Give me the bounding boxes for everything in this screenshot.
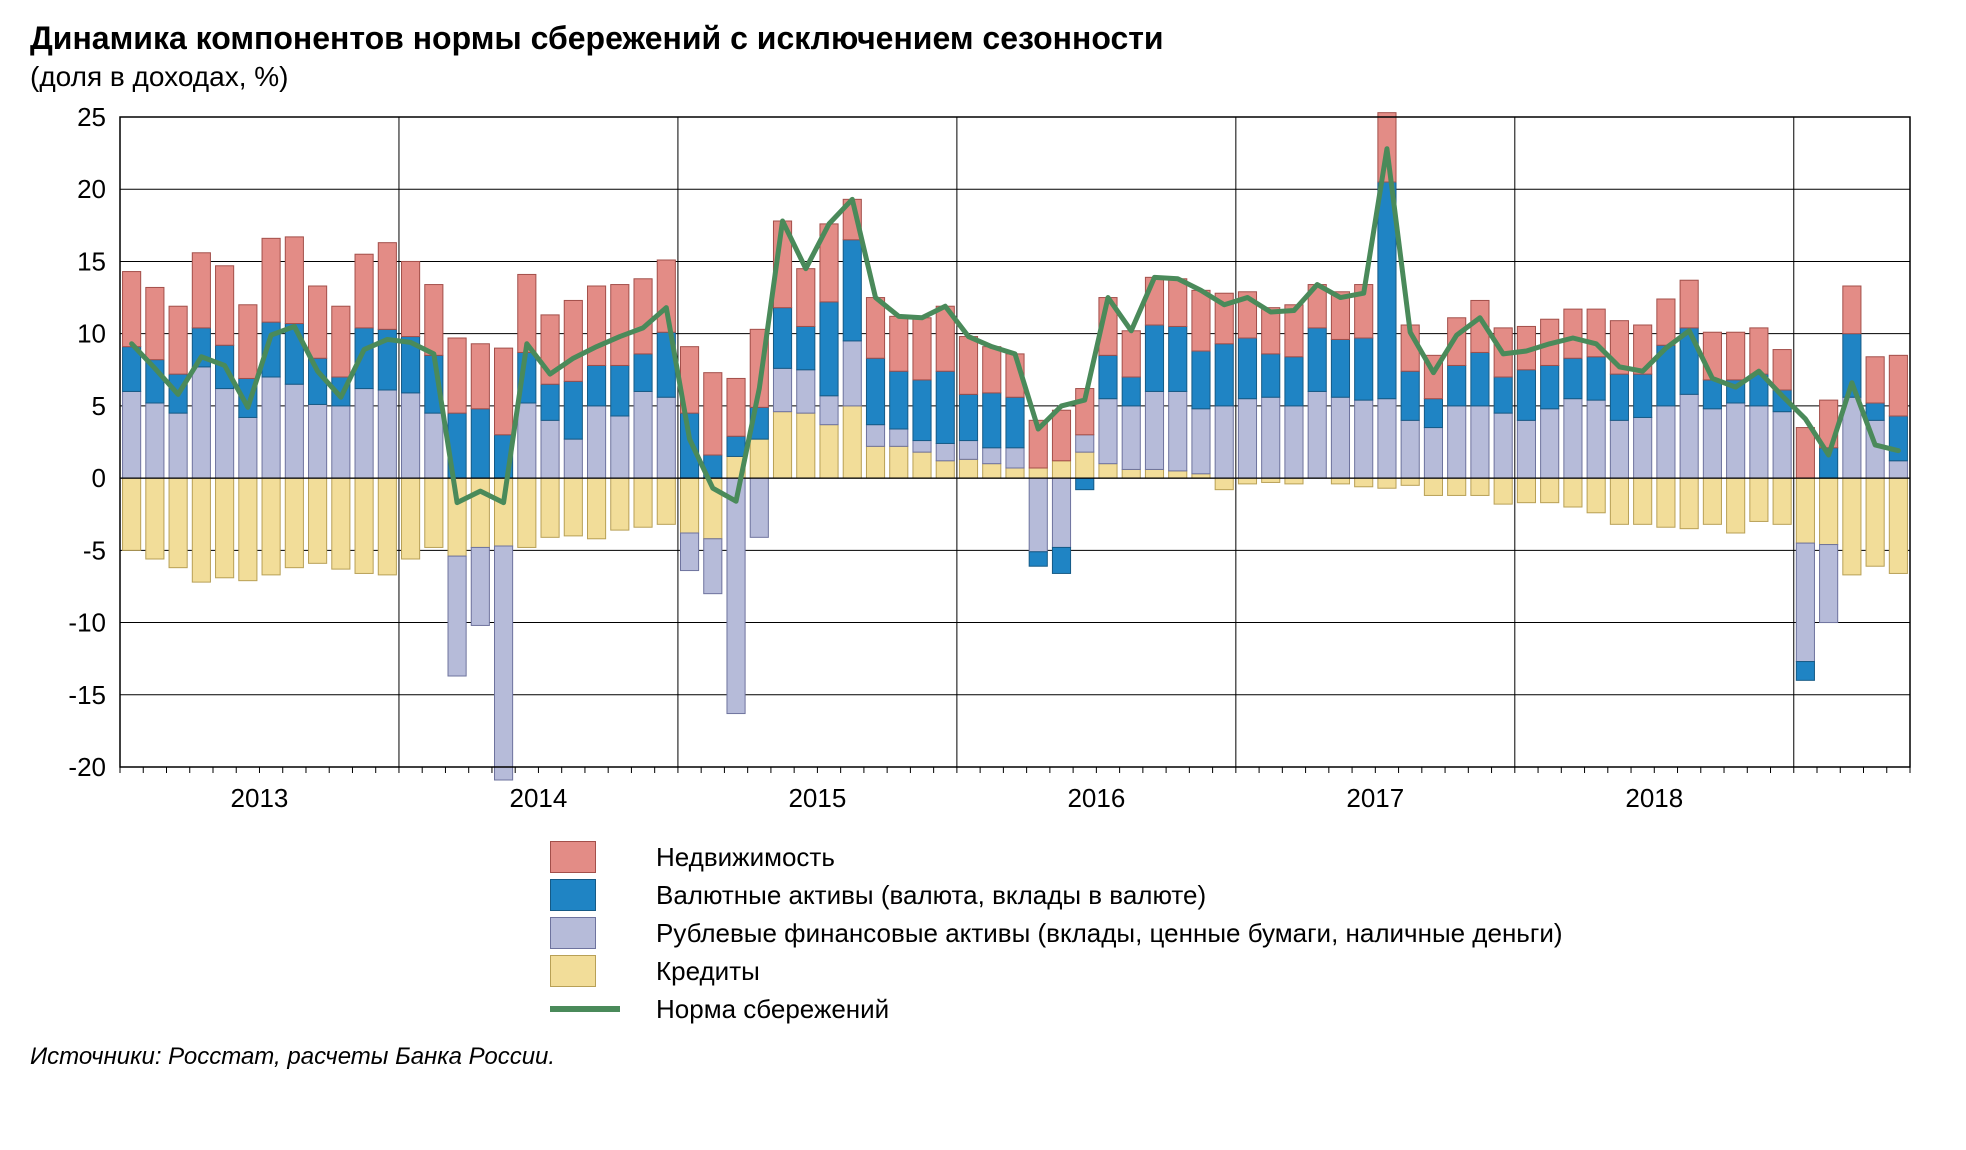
plot-area: -20 -15 -10 -5 0 5 10 15 20 25 2013 2014 2015 2016 201… [30,107,1930,827]
chart-source: Источники: Росстат, расчеты Банка России… [30,1043,1936,1071]
svg-text:-15: -15 [68,680,106,710]
chart-legend: Недвижимость Валютные активы (валюта, вкл… [550,841,1936,1025]
chart-container: Динамика компонентов нормы сбережений с … [0,0,1966,1150]
legend-item: Валютные активы (валюта, вклады в валюте… [550,879,1936,911]
svg-text:2017: 2017 [1346,783,1404,813]
chart-title: Динамика компонентов нормы сбережений с … [30,20,1936,57]
svg-text:-20: -20 [68,752,106,782]
svg-text:2013: 2013 [231,783,289,813]
legend-label: Валютные активы (валюта, вклады в валюте… [656,880,1206,911]
svg-text:-10: -10 [68,608,106,638]
legend-swatch [550,955,596,987]
svg-text:-5: -5 [83,535,106,565]
legend-swatch [550,917,596,949]
chart-subtitle: (доля в доходах, %) [30,61,1936,93]
svg-text:5: 5 [92,391,106,421]
legend-item: Рублевые финансовые активы (вклады, ценн… [550,917,1936,949]
legend-swatch [550,841,596,873]
legend-item: Кредиты [550,955,1936,987]
legend-label: Кредиты [656,956,760,987]
legend-swatch [550,879,596,911]
legend-item: Норма сбережений [550,993,1936,1025]
svg-text:2014: 2014 [510,783,568,813]
svg-text:0: 0 [92,463,106,493]
legend-item: Недвижимость [550,841,1936,873]
chart-svg: -20 -15 -10 -5 0 5 10 15 20 25 2013 2014 2015 2016 201… [30,107,1930,827]
svg-text:10: 10 [77,319,106,349]
svg-text:2018: 2018 [1625,783,1683,813]
svg-text:2015: 2015 [788,783,846,813]
svg-text:15: 15 [77,246,106,276]
legend-label: Норма сбережений [656,994,889,1025]
svg-text:25: 25 [77,107,106,132]
svg-text:2016: 2016 [1067,783,1125,813]
legend-label: Рублевые финансовые активы (вклады, ценн… [656,918,1563,949]
svg-text:20: 20 [77,174,106,204]
legend-label: Недвижимость [656,842,835,873]
legend-line-swatch [550,993,620,1025]
